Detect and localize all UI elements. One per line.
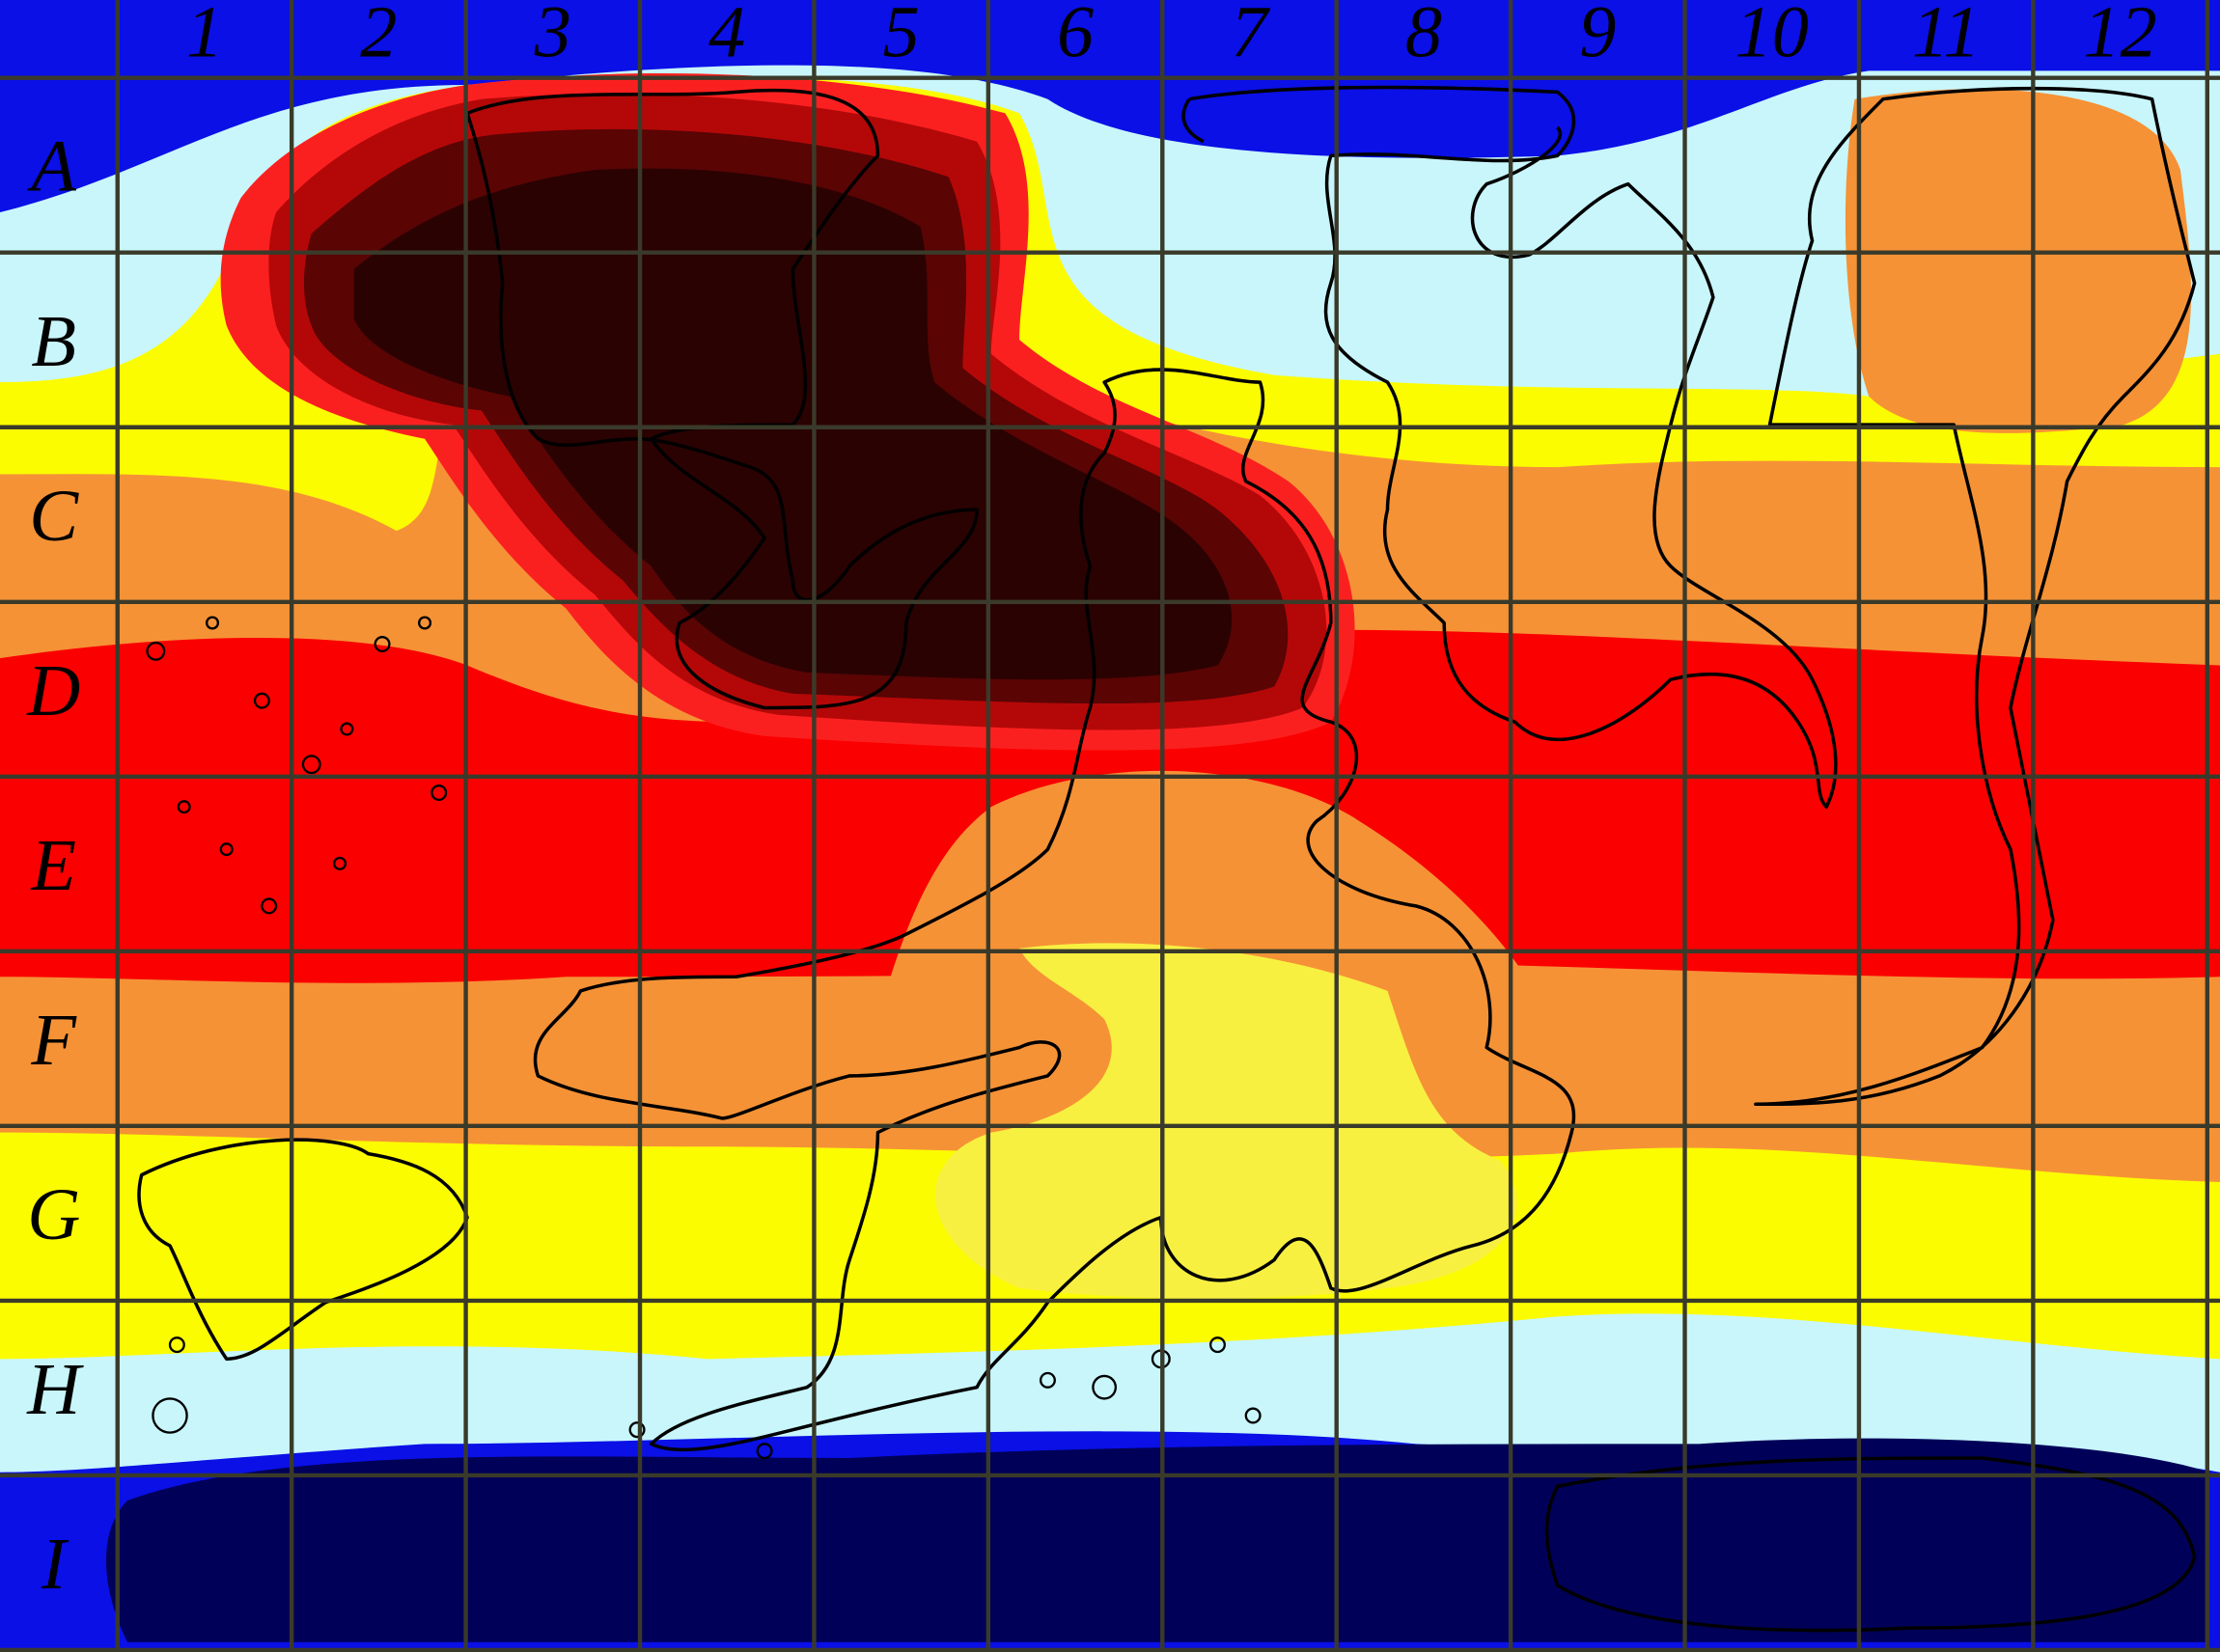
column-label: 7 — [1231, 0, 1270, 73]
frozen-region — [106, 1438, 2209, 1642]
column-label: 10 — [1735, 0, 1809, 73]
row-label: H — [26, 1348, 84, 1430]
column-label: 8 — [1405, 0, 1442, 73]
column-label: 1 — [186, 0, 223, 73]
southern-ice-coast — [1544, 1456, 2197, 1633]
row-label: D — [26, 649, 80, 731]
far-east-coast — [1754, 86, 2197, 1107]
row-label: E — [30, 824, 76, 906]
southwest-island — [137, 1138, 469, 1362]
column-label: 4 — [708, 0, 745, 73]
warm-highland — [1845, 89, 2192, 433]
central-continent — [533, 368, 1576, 1452]
islets — [146, 616, 1262, 1460]
row-label: B — [31, 300, 76, 382]
column-label: 12 — [2083, 0, 2156, 73]
column-label: 2 — [360, 0, 397, 73]
coastlines — [137, 85, 2197, 1633]
column-label: 9 — [1579, 0, 1616, 73]
row-label: A — [26, 125, 76, 207]
column-label: 5 — [883, 0, 920, 73]
eastern-continent — [1181, 85, 1838, 809]
row-label: I — [41, 1523, 69, 1605]
column-label: 6 — [1057, 0, 1094, 73]
column-label: 11 — [1912, 0, 1981, 73]
row-label: C — [29, 475, 79, 557]
row-label: G — [27, 1173, 80, 1255]
row-label: F — [30, 999, 77, 1081]
column-label: 3 — [534, 0, 571, 73]
temperate-region — [934, 943, 1517, 1299]
